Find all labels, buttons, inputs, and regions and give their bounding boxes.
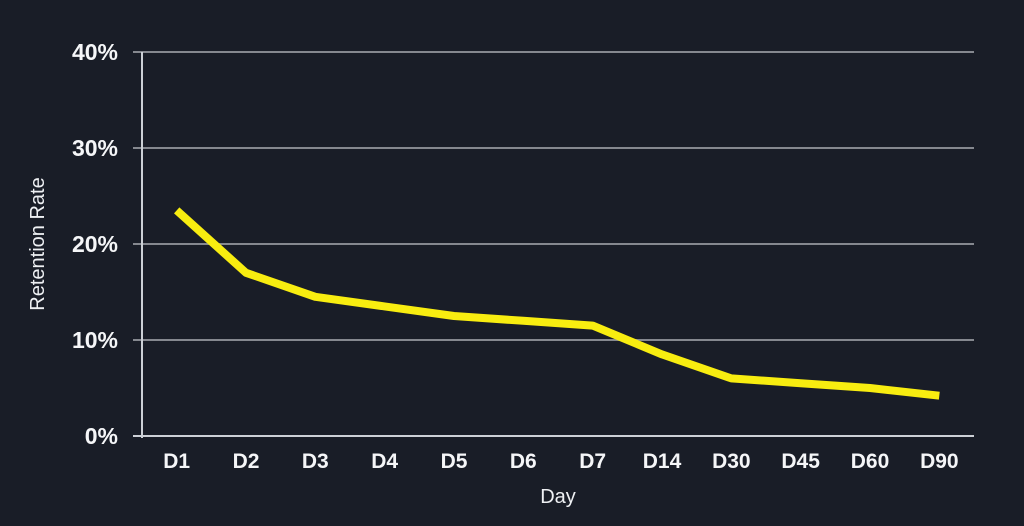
- y-axis-title: Retention Rate: [27, 177, 49, 310]
- y-axis-ticks: [133, 51, 142, 437]
- x-tick-label: D6: [510, 450, 537, 473]
- y-tick-label: 30%: [72, 135, 118, 161]
- x-tick-label: D60: [851, 450, 890, 473]
- x-tick-labels: D1 D2 D3 D4 D5 D6 D7 D14 D30 D45 D60 D90: [163, 450, 958, 473]
- x-axis-title: Day: [540, 486, 576, 508]
- x-tick-label: D30: [712, 450, 751, 473]
- retention-line-series: [174, 207, 940, 400]
- x-tick-label: D2: [233, 450, 260, 473]
- y-tick-label: 10%: [72, 327, 118, 353]
- x-tick-label: D90: [920, 450, 959, 473]
- x-tick-label: D7: [579, 450, 606, 473]
- gridlines: [142, 51, 974, 341]
- x-tick-label: D3: [302, 450, 329, 473]
- x-tick-label: D5: [441, 450, 468, 473]
- x-tick-label: D45: [781, 450, 820, 473]
- y-tick-label: 0%: [85, 423, 118, 449]
- x-tick-label: D14: [643, 450, 682, 473]
- y-tick-label: 20%: [72, 231, 118, 257]
- y-tick-label: 40%: [72, 39, 118, 65]
- x-tick-label: D4: [371, 450, 398, 473]
- x-tick-label: D1: [163, 450, 190, 473]
- axes: [141, 52, 974, 438]
- y-tick-labels: 0% 10% 20% 30% 40%: [72, 39, 118, 449]
